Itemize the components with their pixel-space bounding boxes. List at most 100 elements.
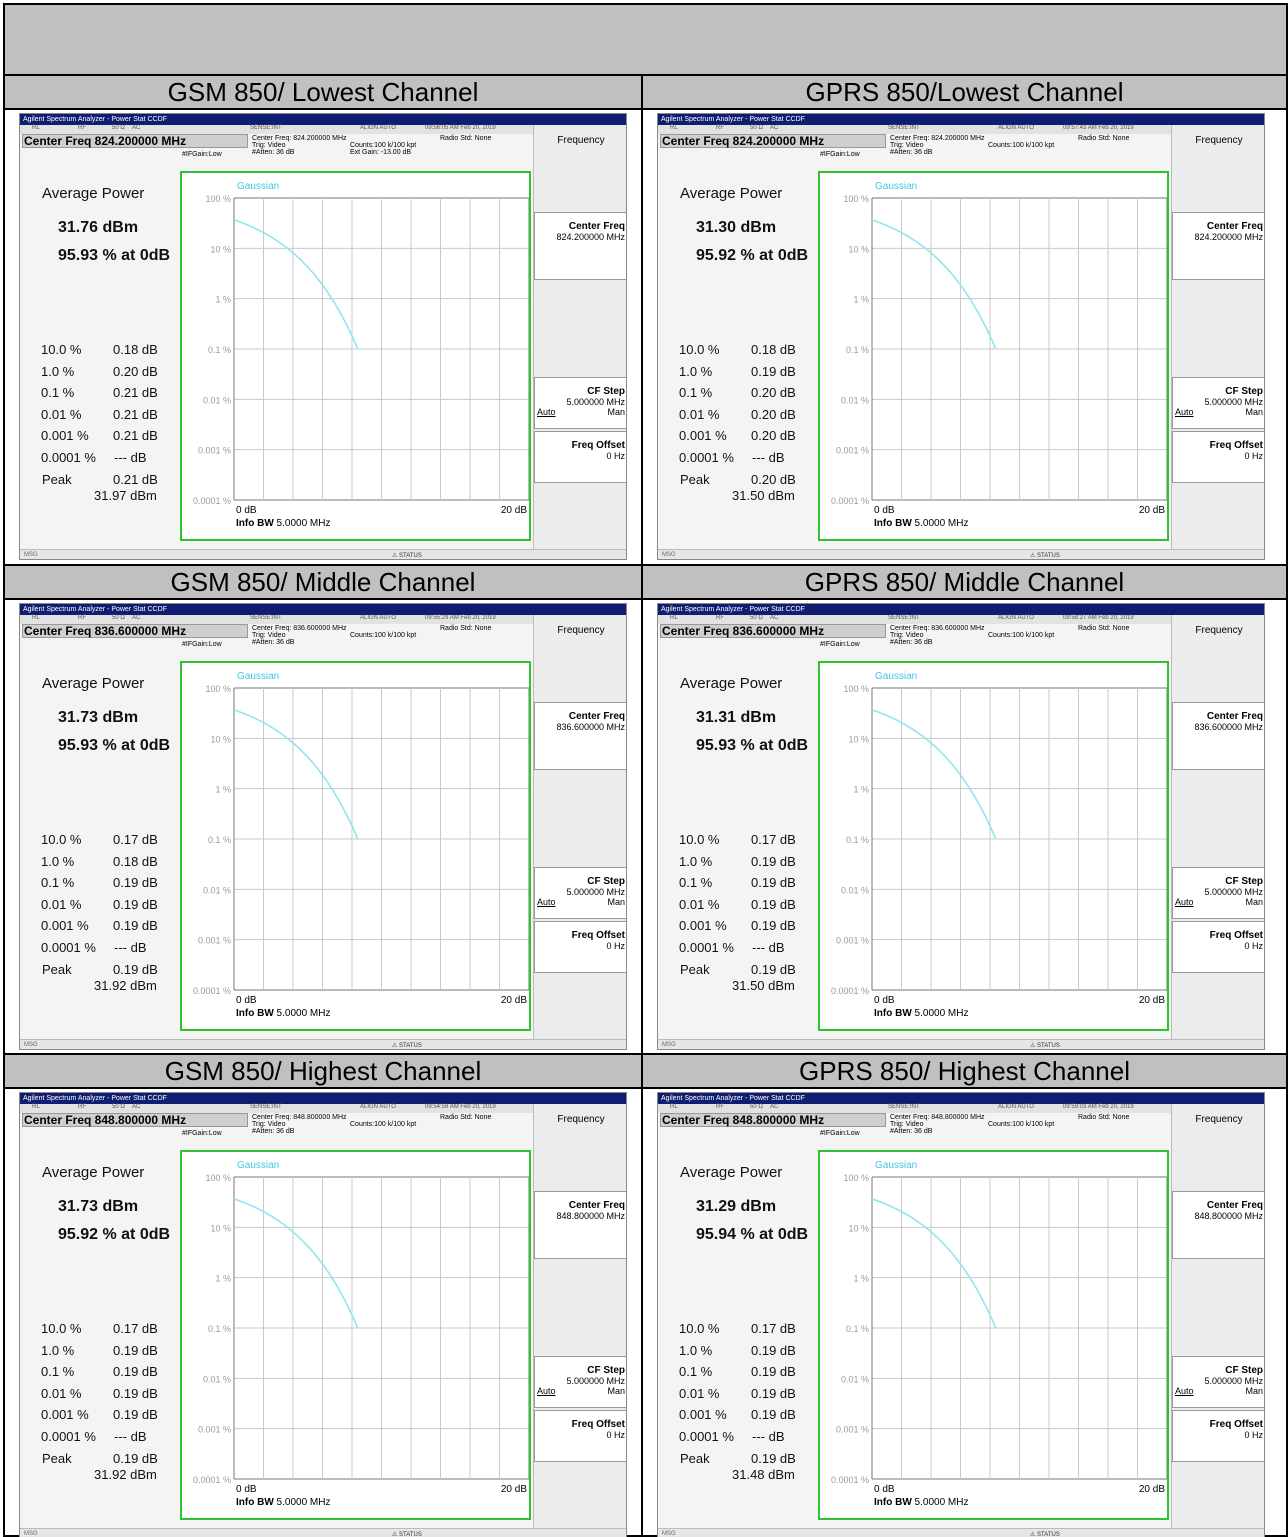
ccdf-plot-svg: 100 % 10 % 1 % 0.1 % 0.01 % 0.001 % 0.0001 % Ga… — [193, 181, 529, 529]
center-freq-softkey[interactable]: Center Freq 848.800000 MHz — [1172, 1191, 1264, 1259]
center-freq-softkey[interactable]: Center Freq 824.200000 MHz — [1172, 212, 1264, 280]
center-freq-softkey[interactable]: Center Freq 836.600000 MHz — [534, 702, 626, 770]
status-label[interactable]: ⚠ STATUS — [392, 1043, 422, 1049]
freq-offset-softkey[interactable]: Freq Offset 0 Hz — [534, 1410, 626, 1462]
status-item: AC — [132, 1104, 141, 1110]
center-freq-readout[interactable]: Center Freq 836.600000 MHz — [660, 624, 886, 638]
softkey-label: Center Freq — [568, 221, 625, 232]
auto-option[interactable]: Auto — [1175, 1386, 1194, 1396]
softkey-value: 5.000000 MHz — [566, 887, 625, 897]
softkey-label: Freq Offset — [571, 1419, 625, 1430]
counts-info: Counts:100 k/100 kpt — [988, 632, 1055, 639]
center-freq-softkey[interactable]: Center Freq 848.800000 MHz — [534, 1191, 626, 1259]
ccdf-db-value: 0.21 dB — [113, 428, 158, 443]
status-item: 50 Ω — [750, 615, 763, 621]
status-label[interactable]: ⚠ STATUS — [392, 553, 422, 559]
status-item: SENSE:INT — [250, 1104, 282, 1110]
status-label[interactable]: ⚠ STATUS — [1030, 1532, 1060, 1537]
softkey-value: 824.200000 MHz — [1194, 232, 1263, 242]
man-option[interactable]: Man — [607, 897, 625, 907]
info-bw-label: Info BW — [874, 1497, 915, 1508]
y-tick-label: 0.0001 % — [193, 496, 231, 506]
y-tick-label: 0.01 % — [841, 885, 869, 895]
ccdf-db-value: 0.17 dB — [751, 1321, 796, 1336]
x-start-label: 0 dB — [874, 1484, 895, 1495]
auto-option[interactable]: Auto — [1175, 407, 1194, 417]
softkey-value: 0 Hz — [606, 941, 625, 951]
cell-title: GSM 850/ Middle Channel — [5, 566, 641, 600]
cf-step-softkey[interactable]: CF Step 5.000000 MHz Auto Man — [534, 1356, 626, 1408]
center-freq-softkey[interactable]: Center Freq 824.200000 MHz — [534, 212, 626, 280]
auto-option[interactable]: Auto — [537, 1386, 556, 1396]
man-option[interactable]: Man — [1245, 1386, 1263, 1396]
status-label[interactable]: ⚠ STATUS — [1030, 553, 1060, 559]
auto-man-row: Auto Man — [535, 897, 625, 907]
average-power-label: Average Power — [680, 1164, 783, 1181]
ifgain-info: #IFGain:Low — [820, 151, 860, 158]
man-option[interactable]: Man — [607, 407, 625, 417]
ccdf-pct-label: 0.001 % — [679, 428, 727, 443]
center-freq-softkey[interactable]: Center Freq 836.600000 MHz — [1172, 702, 1264, 770]
ccdf-pct-label: Peak — [42, 472, 72, 487]
info-bw-value: 5.0000 MHz — [915, 518, 969, 529]
cf-step-softkey[interactable]: CF Step 5.000000 MHz Auto Man — [1172, 867, 1264, 919]
atten-info: #Atten: 36 dB — [252, 639, 295, 646]
average-power-label: Average Power — [42, 185, 145, 202]
average-power-value: 31.29 dBm — [696, 1198, 777, 1215]
center-freq-readout[interactable]: Center Freq 848.800000 MHz — [22, 1113, 248, 1127]
ccdf-db-value: 0.19 dB — [751, 1407, 796, 1422]
counts-info: Counts:100 k/100 kpt — [350, 1121, 417, 1128]
man-option[interactable]: Man — [1245, 407, 1263, 417]
ccdf-db-value: 0.19 dB — [113, 875, 158, 890]
y-tick-label: 10 % — [848, 244, 869, 254]
ccdf-db-value: --- dB — [114, 1429, 147, 1444]
timestamp: 09:57:43 AM Feb 20, 2019 — [1063, 125, 1134, 131]
y-tick-label: 1 % — [215, 1274, 231, 1284]
freq-offset-softkey[interactable]: Freq Offset 0 Hz — [1172, 921, 1264, 973]
center-freq-readout[interactable]: Center Freq 836.600000 MHz — [22, 624, 248, 638]
cf-step-softkey[interactable]: CF Step 5.000000 MHz Auto Man — [1172, 1356, 1264, 1408]
measurement-cell: Agilent Spectrum Analyzer - Power Stat C… — [643, 600, 1286, 1053]
man-option[interactable]: Man — [1245, 897, 1263, 907]
auto-option[interactable]: Auto — [1175, 897, 1194, 907]
center-freq-readout[interactable]: Center Freq 824.200000 MHz — [22, 134, 248, 148]
average-power-label: Average Power — [680, 185, 783, 202]
status-item: AC — [770, 125, 779, 131]
freq-offset-softkey[interactable]: Freq Offset 0 Hz — [1172, 1410, 1264, 1462]
center-freq-readout[interactable]: Center Freq 824.200000 MHz — [660, 134, 886, 148]
info-bw: Info BW 5.0000 MHz — [236, 1497, 330, 1508]
freq-offset-softkey[interactable]: Freq Offset 0 Hz — [534, 431, 626, 483]
ccdf-pct-label: 1.0 % — [679, 1343, 713, 1358]
freq-offset-softkey[interactable]: Freq Offset 0 Hz — [1172, 431, 1264, 483]
center-freq-readout[interactable]: Center Freq 848.800000 MHz — [660, 1113, 886, 1127]
ccdf-pct-label: 10.0 % — [679, 342, 720, 357]
status-label[interactable]: ⚠ STATUS — [1030, 1043, 1060, 1049]
man-option[interactable]: Man — [607, 1386, 625, 1396]
ccdf-plot: 100 % 10 % 1 % 0.1 % 0.01 % 0.001 % 0.0001 % Ga… — [180, 1150, 531, 1520]
auto-option[interactable]: Auto — [537, 407, 556, 417]
ccdf-pct-label: 0.01 % — [679, 897, 720, 912]
ccdf-pct-label: 0.1 % — [679, 1364, 713, 1379]
cf-step-softkey[interactable]: CF Step 5.000000 MHz Auto Man — [1172, 377, 1264, 429]
cf-step-softkey[interactable]: CF Step 5.000000 MHz Auto Man — [534, 377, 626, 429]
msg-label: MSG — [662, 1531, 676, 1537]
cf-step-softkey[interactable]: CF Step 5.000000 MHz Auto Man — [534, 867, 626, 919]
ccdf-pct-label: 0.1 % — [41, 385, 75, 400]
ccdf-pct-label: 0.1 % — [679, 875, 713, 890]
status-label[interactable]: ⚠ STATUS — [392, 1532, 422, 1537]
ccdf-pct-label: 0.1 % — [679, 385, 713, 400]
message-bar: MSG ⚠ STATUS — [20, 549, 626, 559]
status-item: RF — [716, 125, 724, 131]
peak-dbm-value: 31.50 dBm — [732, 488, 795, 503]
ccdf-pct-label: 10.0 % — [41, 1321, 82, 1336]
freq-offset-softkey[interactable]: Freq Offset 0 Hz — [534, 921, 626, 973]
auto-option[interactable]: Auto — [537, 897, 556, 907]
status-item: SENSE:INT — [888, 1104, 920, 1110]
status-row: RL RF 50 Ω AC SENSE:INT ALIGN AUTO 09:58:27 AM… — [658, 615, 1264, 624]
counts-info: Counts:100 k/100 kpt — [350, 632, 417, 639]
average-power-label: Average Power — [680, 675, 783, 692]
ccdf-db-value: 0.19 dB — [751, 875, 796, 890]
ccdf-pct-label: 0.001 % — [41, 918, 89, 933]
softkey-label: CF Step — [587, 876, 625, 887]
y-tick-label: 0.1 % — [846, 835, 869, 845]
